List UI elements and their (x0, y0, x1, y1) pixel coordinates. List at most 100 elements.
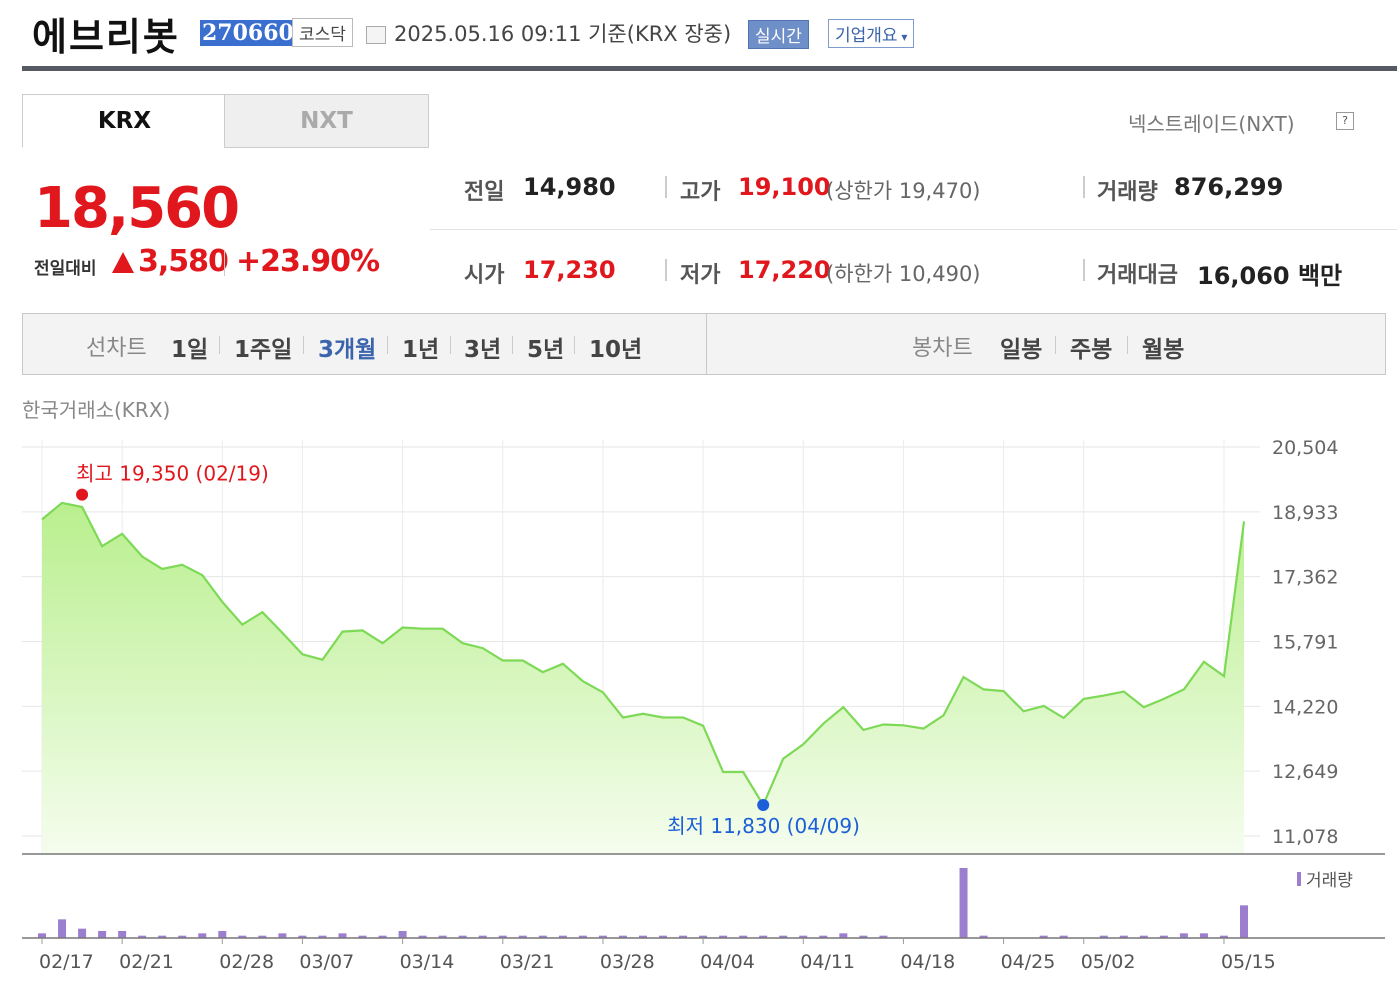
volume-bar (959, 868, 968, 938)
x-tick-label: 04/04 (700, 951, 755, 973)
candle-weekly[interactable]: 주봉 (1070, 337, 1113, 363)
lower-limit: (하한가 10,490) (826, 262, 981, 286)
volume-bar (1159, 935, 1168, 938)
price-change-pct: +23.90% (236, 244, 380, 279)
volume-bar (218, 931, 227, 938)
volume-label: 거래량 (1097, 180, 1158, 205)
header-divider (22, 66, 1397, 71)
x-tick-label: 02/21 (119, 951, 174, 973)
volume-bar (578, 935, 587, 938)
line-chart-label: 선차트 (86, 336, 147, 361)
volume-bar (98, 931, 107, 938)
upper-limit: (상한가 19,470) (826, 179, 981, 203)
price-chart: 20,504 18,933 17,362 15,791 14,220 12,649 11,0… (22, 437, 1385, 973)
tab-krx[interactable]: KRX (22, 94, 227, 147)
volume-bar (258, 935, 267, 938)
volume-bar (338, 933, 347, 938)
divider (1083, 259, 1085, 281)
volume-bar (178, 935, 187, 938)
volume-legend: 거래량 (1306, 871, 1353, 891)
period-1w[interactable]: 1주일 (234, 337, 293, 363)
period-10y[interactable]: 10년 (589, 337, 643, 363)
x-tick-label: 03/28 (600, 951, 655, 973)
volume-value: 876,299 (1174, 173, 1284, 201)
change-label: 전일대비 (34, 259, 97, 279)
divider (1127, 336, 1128, 354)
x-axis: 02/17 02/21 02/28 03/07 03/14 03/21 03/28 04/04… (39, 938, 1276, 973)
period-toolbar (22, 313, 1386, 375)
volume-bar (558, 935, 567, 938)
low-label: 저가 (680, 263, 721, 288)
divider (665, 259, 667, 281)
chart-annotations: 최고 19,350 (02/19) 최저 11,830 (04/09) (76, 462, 860, 838)
volume-bar (699, 935, 708, 938)
period-1d[interactable]: 1일 (171, 337, 209, 363)
volume-bar (1099, 935, 1108, 938)
volume-bar (538, 935, 547, 938)
price-change: 3,580 (138, 244, 229, 279)
stats-divider (430, 229, 1397, 230)
tab-nxt[interactable]: NXT (224, 94, 429, 148)
company-overview-dropdown[interactable]: 기업개요 (828, 19, 915, 48)
volume-bar (438, 935, 447, 938)
divider (450, 336, 451, 354)
volume-bar (498, 935, 507, 938)
volume-bar (78, 928, 87, 938)
x-tick-label: 04/25 (1001, 951, 1056, 973)
x-tick-label: 02/17 (39, 951, 94, 973)
volume-bar (618, 935, 627, 938)
divider (665, 176, 667, 198)
data-source-label: 한국거래소(KRX) (22, 398, 171, 422)
volume-bar (358, 935, 367, 938)
period-3y[interactable]: 3년 (464, 337, 502, 363)
volume-bar (1199, 933, 1208, 938)
calendar-icon (366, 26, 386, 44)
divider (303, 336, 304, 354)
volume-bar (278, 933, 287, 938)
candle-monthly[interactable]: 월봉 (1142, 337, 1185, 363)
volume-bar (478, 935, 487, 938)
divider (219, 336, 220, 354)
x-tick-label: 05/02 (1081, 951, 1136, 973)
volume-bar (1219, 935, 1228, 938)
x-tick-label: 03/21 (500, 951, 555, 973)
market-badge: 코스닥 (292, 18, 353, 47)
help-icon[interactable]: ? (1336, 112, 1354, 130)
divider (512, 336, 513, 354)
up-arrow-icon (112, 252, 134, 273)
open-label: 시가 (464, 263, 505, 288)
volume-bars (38, 868, 1248, 938)
x-tick-label: 02/28 (219, 951, 274, 973)
period-1y[interactable]: 1년 (402, 337, 440, 363)
period-3m[interactable]: 3개월 (318, 337, 377, 363)
volume-bar (639, 935, 647, 938)
candle-daily[interactable]: 일봉 (1000, 337, 1043, 363)
price-area (42, 502, 1244, 854)
volume-bar (138, 935, 147, 938)
amount-label: 거래대금 (1097, 263, 1178, 288)
volume-bar (779, 935, 788, 938)
x-tick-label: 04/18 (900, 951, 955, 973)
realtime-button[interactable]: 실시간 (748, 20, 809, 49)
volume-bar (1139, 935, 1148, 938)
volume-bar (518, 935, 527, 938)
y-tick-label: 15,791 (1272, 632, 1338, 654)
divider (1055, 336, 1056, 354)
x-tick-label: 03/07 (299, 951, 354, 973)
current-price: 18,560 (34, 176, 240, 241)
candle-chart-label: 봉차트 (912, 336, 973, 361)
high-value: 19,100 (738, 173, 831, 201)
divider (224, 250, 225, 276)
volume-bar (598, 935, 607, 938)
stock-code: 270660 (200, 20, 296, 46)
y-tick-label: 12,649 (1272, 761, 1338, 783)
period-5y[interactable]: 5년 (527, 337, 565, 363)
volume-bar (38, 933, 46, 938)
volume-bar (198, 933, 207, 938)
volume-bar (839, 933, 848, 938)
amount-value: 16,060 백만 (1197, 262, 1343, 290)
toolbar-divider (706, 313, 707, 375)
x-tick-label: 03/14 (400, 951, 455, 973)
volume-bar (759, 935, 768, 938)
y-tick-label: 20,504 (1272, 437, 1338, 459)
